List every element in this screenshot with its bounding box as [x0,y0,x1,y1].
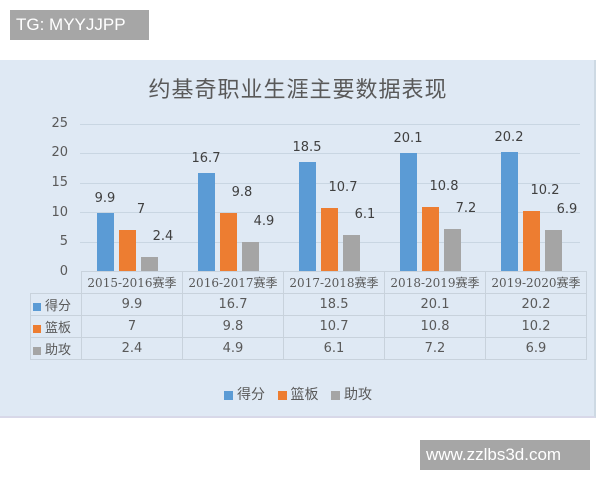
table-row-points: 得分 9.9 16.7 18.5 20.1 20.2 [30,293,587,316]
bar [501,152,518,271]
bar [545,230,562,271]
table-cell: 9.9 [81,293,183,316]
table-cell: 10.7 [283,315,385,338]
bar-value-label: 16.7 [191,150,221,166]
table-cell: 7 [81,315,183,338]
legend-item-points: 得分 [224,387,265,403]
legend-swatch-icon [277,390,287,400]
bar-value-label: 9.9 [94,190,116,206]
y-tick: 15 [51,175,68,190]
table-cell: 7.2 [384,337,486,360]
legend-swatch-icon [224,390,234,400]
bar [242,242,259,271]
bar-value-label: 4.9 [253,214,275,230]
chart-title: 约基奇职业生涯主要数据表现 [148,78,448,103]
bar [141,256,158,271]
bar [97,212,114,271]
table-cell: 2.4 [81,337,183,360]
bar-value-label: 2.4 [152,228,174,244]
gridline [80,153,580,154]
category-label: 2018-2019赛季 [384,271,486,294]
data-table: 2015-2016赛季 2016-2017赛季 2017-2018赛季 2018… [30,271,587,360]
bar [321,208,338,271]
bar [422,207,439,271]
table-cell: 16.7 [182,293,284,316]
bar-value-label: 20.1 [393,130,423,146]
legend-swatch-icon [33,324,41,333]
category-label: 2016-2017赛季 [182,271,284,294]
bar-value-label: 10.7 [328,180,358,196]
legend-swatch-icon [330,390,340,400]
row-label: 篮板 [45,321,72,336]
bar [400,152,417,271]
gridline [80,124,580,125]
bar [299,162,316,271]
bar [198,172,215,271]
table-cell: 20.1 [384,293,486,316]
bar-value-label: 20.2 [494,130,524,146]
bar-value-label: 6.1 [354,207,376,223]
table-cell: 10.8 [384,315,486,338]
y-tick: 0 [59,264,68,279]
table-cell: 4.9 [182,337,284,360]
y-tick: 5 [59,234,68,249]
category-label: 2017-2018赛季 [283,271,385,294]
chart-panel: 约基奇职业生涯主要数据表现 25 20 15 10 5 0 9.9 7 2.4 16.… [0,60,596,418]
watermark-top: TG: MYYJJPP [10,10,149,40]
bar-value-label: 18.5 [292,140,322,156]
bar-value-label: 7 [136,201,146,217]
bar [444,228,461,271]
table-cell: 20.2 [485,293,587,316]
y-tick: 20 [51,145,68,160]
watermark-bottom: www.zzlbs3d.com [420,440,590,470]
category-label: 2019-2020赛季 [485,271,587,294]
legend-swatch-icon [33,302,41,311]
table-cell: 9.8 [182,315,284,338]
bar-value-label: 10.2 [530,183,560,199]
bar [343,235,360,271]
legend-swatch-icon [33,346,41,355]
table-row-rebounds: 篮板 7 9.8 10.7 10.8 10.2 [30,315,587,338]
table-cell: 18.5 [283,293,385,316]
table-cell: 6.1 [283,337,385,360]
table-row-assists: 助攻 2.4 4.9 6.1 7.2 6.9 [30,337,587,360]
bar-value-label: 9.8 [231,185,253,201]
y-tick: 10 [51,205,68,220]
chart-legend: 得分 篮板 助攻 [0,384,596,404]
legend-item-rebounds: 篮板 [277,387,319,403]
bar [220,213,237,271]
bar-value-label: 10.8 [429,179,459,195]
row-label: 得分 [45,299,72,314]
bar-value-label: 6.9 [556,202,578,218]
category-label: 2015-2016赛季 [81,271,183,294]
bar-value-label: 7.2 [455,200,477,216]
gridline [80,183,580,184]
legend-item-assists: 助攻 [330,387,372,403]
bar [523,211,540,271]
table-cell: 6.9 [485,337,587,360]
row-label: 助攻 [45,343,72,358]
bar [119,229,136,271]
table-cell: 10.2 [485,315,587,338]
y-tick: 25 [51,116,68,131]
